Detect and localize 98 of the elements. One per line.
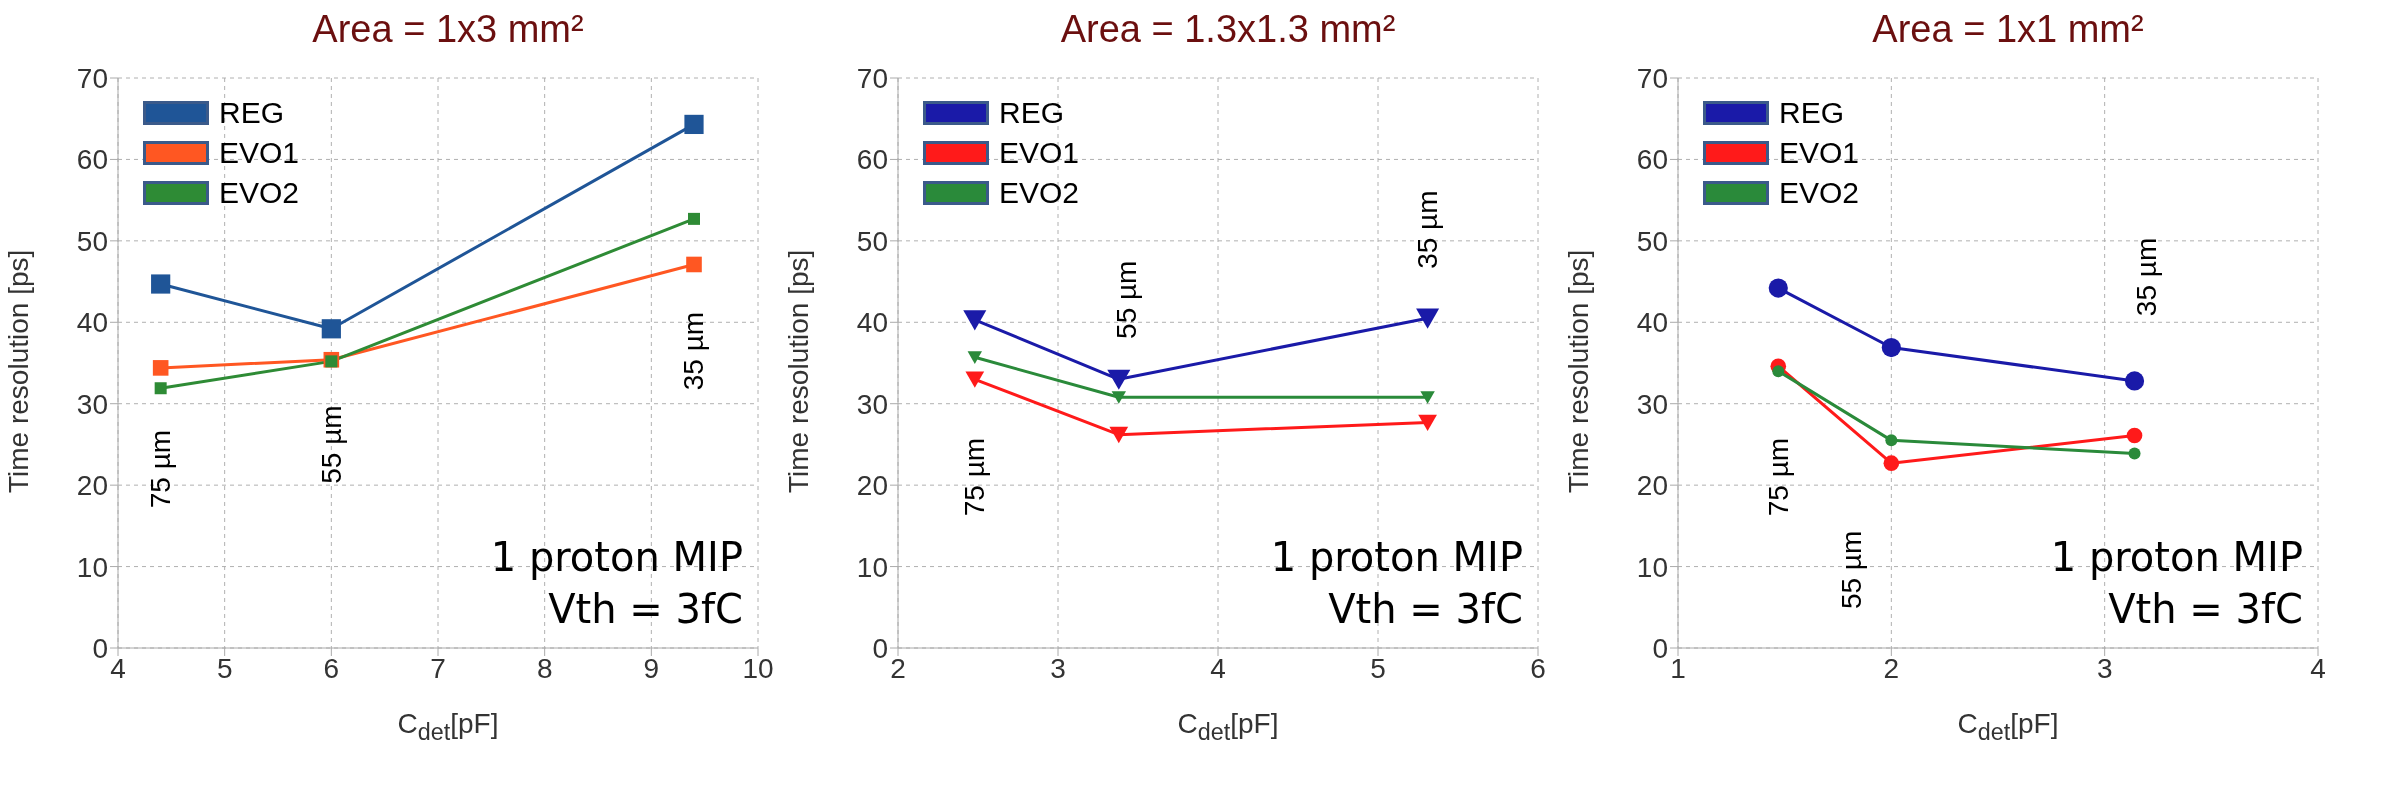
y-tick-label: 50	[1636, 225, 1668, 257]
annotation: 55 µm	[315, 405, 347, 484]
point	[1881, 337, 1901, 358]
annotation: 35 µm	[2131, 237, 2163, 317]
x-tick-label: 1	[1670, 652, 1686, 684]
point	[1109, 426, 1129, 444]
annotation: 1 proton MIP	[490, 534, 743, 580]
x-tick-label: 7	[430, 652, 446, 684]
legend-label: EVO2	[219, 176, 300, 210]
annotation: 1 proton MIP	[2050, 534, 2303, 580]
y-tick-label: 0	[872, 632, 888, 664]
annotation: 55 µm	[1111, 260, 1143, 339]
point	[325, 355, 338, 368]
annotation: 1 proton MIP	[1270, 534, 1523, 580]
point	[684, 114, 704, 135]
point	[151, 274, 171, 294]
annotation: 35 µm	[678, 311, 710, 391]
legend-label: REG	[219, 96, 285, 130]
y-tick-label: 60	[76, 144, 108, 176]
legend-label: EVO1	[999, 136, 1080, 170]
x-tick-label: 2	[1883, 652, 1900, 684]
point	[686, 256, 702, 273]
point	[321, 319, 341, 339]
x-tick-label: 10	[742, 652, 774, 684]
y-tick-label: 70	[1636, 62, 1668, 94]
y-tick-label: 20	[76, 470, 108, 502]
x-tick-label: 5	[1370, 652, 1386, 684]
annotation: 35 µm	[1412, 190, 1444, 269]
legend-label: EVO1	[1779, 136, 1860, 170]
annotation: 75 µm	[959, 437, 991, 517]
point	[1883, 455, 1900, 471]
annotation: Vth = 3fC	[1328, 586, 1523, 632]
annotation: Vth = 3fC	[548, 586, 743, 632]
x-tick-label: 4	[2310, 652, 2326, 684]
point	[1111, 391, 1126, 404]
point	[1768, 278, 1788, 298]
y-axis-title: Time resolution [ps]	[782, 249, 814, 493]
chart-title: Area = 1x1 mm²	[1872, 8, 2144, 50]
annotation: 75 µm	[1762, 437, 1794, 517]
point	[1885, 434, 1898, 447]
x-tick-label: 8	[536, 652, 553, 684]
y-tick-label: 70	[76, 62, 108, 94]
point	[2126, 427, 2143, 444]
legend-label: EVO2	[1779, 176, 1860, 210]
x-axis-title: C$_{det}$[pF]	[1956, 708, 2060, 746]
x-tick-label: 6	[323, 652, 340, 684]
y-tick-label: 20	[856, 470, 888, 502]
y-tick-label: 60	[856, 144, 888, 176]
y-tick-label: 40	[1636, 307, 1668, 339]
x-tick-label: 5	[216, 652, 233, 684]
x-tick-label: 9	[643, 652, 660, 684]
annotation: Vth = 3fC	[2108, 586, 2303, 632]
point	[154, 382, 167, 395]
y-axis-title: Time resolution [ps]	[2, 249, 34, 493]
point	[965, 371, 985, 388]
y-tick-label: 40	[856, 307, 888, 339]
point	[1772, 365, 1785, 378]
y-tick-label: 10	[856, 551, 888, 583]
point	[688, 212, 700, 225]
point	[1420, 391, 1435, 404]
x-axis-title: C$_{det}$[pF]	[1176, 708, 1280, 746]
x-axis-title: C$_{det}$[pF]	[396, 708, 500, 746]
point	[1416, 308, 1440, 329]
x-tick-label: 2	[890, 652, 906, 684]
point	[963, 310, 987, 331]
y-tick-label: 60	[1636, 144, 1668, 176]
x-tick-label: 3	[2096, 652, 2113, 684]
point	[967, 351, 982, 364]
x-tick-label: 3	[1050, 652, 1066, 684]
point	[1107, 369, 1131, 390]
y-tick-label: 0	[1652, 632, 1668, 664]
point	[2124, 371, 2145, 391]
point	[152, 360, 169, 376]
y-tick-label: 30	[856, 388, 888, 420]
legend-label: REG	[999, 96, 1065, 130]
legend-label: EVO1	[219, 136, 300, 170]
y-tick-label: 20	[1636, 470, 1668, 502]
y-tick-label: 0	[92, 632, 108, 664]
point	[2128, 447, 2141, 460]
x-tick-label: 4	[110, 652, 126, 684]
chart-title: Area = 1.3x1.3 mm²	[1060, 8, 1396, 50]
y-tick-label: 30	[1636, 388, 1668, 420]
y-tick-label: 10	[76, 551, 108, 583]
x-tick-label: 6	[1530, 652, 1546, 684]
y-tick-label: 10	[1636, 551, 1668, 583]
chart-title: Area = 1x3 mm²	[312, 8, 584, 50]
y-tick-label: 50	[856, 225, 888, 257]
legend-label: EVO2	[999, 176, 1080, 210]
y-axis-title: Time resolution [ps]	[1562, 249, 1594, 493]
annotation: 75 µm	[145, 429, 177, 509]
y-tick-label: 30	[76, 388, 108, 420]
annotation: 55 µm	[1835, 530, 1867, 610]
y-tick-label: 40	[76, 307, 108, 339]
y-tick-label: 50	[76, 225, 108, 257]
point	[1418, 414, 1437, 432]
y-tick-label: 70	[856, 62, 888, 94]
legend-label: REG	[1779, 96, 1845, 130]
x-tick-label: 4	[1210, 652, 1226, 684]
